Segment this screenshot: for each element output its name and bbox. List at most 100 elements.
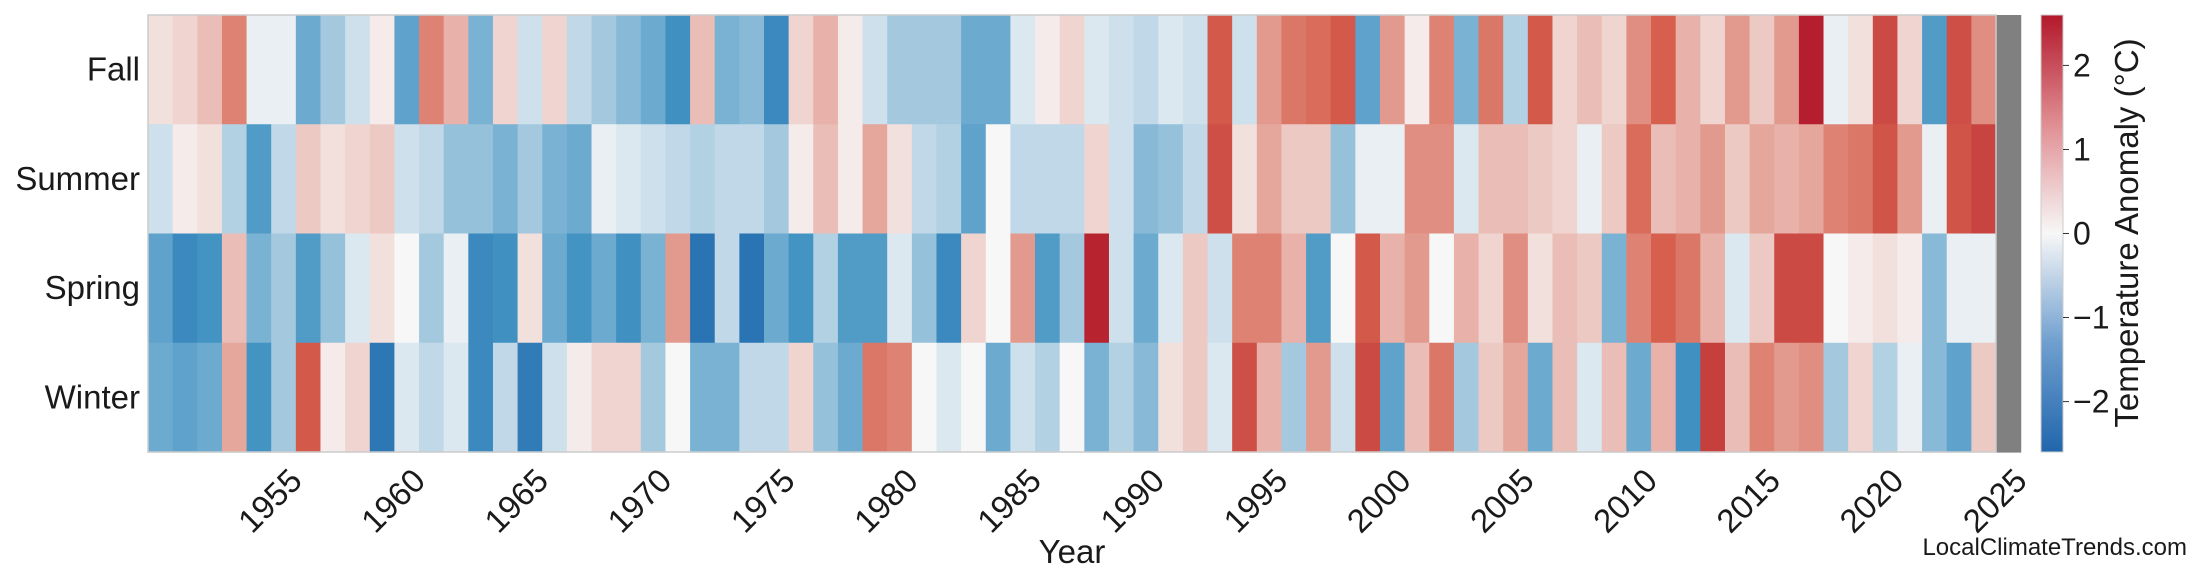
heat-cell-fall-2022: [1897, 15, 1923, 125]
heat-cell-fall-2006: [1503, 15, 1529, 125]
heat-cell-summer-1962: [419, 124, 445, 235]
year-tick-2010: 2010: [1586, 461, 1664, 539]
heat-cell-winter-1952: [172, 342, 198, 453]
heat-cell-spring-1986: [1010, 233, 1036, 344]
heat-cell-winter-2005: [1478, 342, 1504, 453]
heat-cell-winter-2009: [1577, 342, 1603, 453]
heat-cell-winter-2022: [1897, 342, 1923, 453]
heat-cell-spring-1977: [788, 233, 814, 344]
heat-cell-spring-1980: [862, 233, 888, 344]
heat-cell-spring-1962: [419, 233, 445, 344]
heat-cell-spring-1978: [813, 233, 839, 344]
heat-cell-fall-1972: [665, 15, 691, 125]
heat-cell-spring-2017: [1774, 233, 1800, 344]
heat-cell-winter-1954: [221, 342, 248, 453]
heat-cell-summer-1985: [985, 124, 1011, 235]
year-tick-1995: 1995: [1216, 461, 1294, 539]
heat-cell-summer-1959: [345, 124, 371, 235]
heat-cell-summer-2018: [1798, 124, 1825, 235]
heat-cell-spring-1981: [887, 233, 913, 344]
heat-cell-fall-2012: [1651, 15, 1677, 125]
heat-cell-summer-2017: [1774, 124, 1800, 235]
heat-cell-fall-1977: [788, 15, 814, 125]
heat-cell-summer-2003: [1429, 124, 1455, 235]
heat-cell-winter-1964: [468, 342, 494, 453]
heat-cell-fall-1999: [1330, 15, 1356, 125]
heat-cell-summer-2001: [1380, 124, 1406, 235]
heat-cell-winter-1996: [1256, 342, 1283, 453]
heat-cell-spring-1973: [690, 233, 716, 344]
heat-cell-fall-2010: [1601, 15, 1627, 125]
heat-cell-winter-1968: [566, 342, 593, 453]
heat-cell-spring-2010: [1601, 233, 1627, 344]
heat-cell-winter-2006: [1503, 342, 1529, 453]
heat-cell-summer-2000: [1355, 124, 1381, 235]
heat-cell-winter-1995: [1232, 342, 1258, 453]
heat-cell-spring-1966: [517, 233, 543, 344]
heat-cell-winter-1981: [887, 342, 913, 453]
heat-cell-winter-2007: [1527, 342, 1554, 453]
heat-cell-fall-1984: [961, 15, 987, 125]
heat-cell-summer-1988: [1059, 124, 1085, 235]
heat-cell-summer-1972: [665, 124, 691, 235]
heat-cell-winter-1989: [1084, 342, 1110, 453]
heat-cell-summer-1951: [148, 124, 174, 235]
heat-cell-winter-2000: [1355, 342, 1381, 453]
heat-cell-fall-1971: [640, 15, 667, 125]
heat-cell-winter-2025: [1971, 342, 1997, 453]
heat-cell-summer-1993: [1182, 124, 1209, 235]
heat-cell-fall-1978: [813, 15, 839, 125]
heat-cell-fall-2025: [1971, 15, 1997, 125]
heat-cell-spring-2021: [1872, 233, 1899, 344]
heat-cell-summer-1983: [936, 124, 962, 235]
heat-cell-summer-1977: [788, 124, 814, 235]
season-label-fall: Fall: [87, 51, 140, 88]
heat-cell-spring-1998: [1306, 233, 1332, 344]
heat-cell-spring-1983: [936, 233, 962, 344]
heat-cell-spring-2013: [1675, 233, 1701, 344]
heat-cell-spring-1987: [1035, 233, 1061, 344]
heat-cell-spring-1989: [1084, 233, 1110, 344]
heat-cell-summer-2011: [1626, 124, 1652, 235]
heatmap-cells: [148, 15, 2022, 453]
heat-cell-fall-2000: [1355, 15, 1381, 125]
heat-cell-fall-1996: [1256, 15, 1283, 125]
heat-cell-spring-1953: [197, 233, 223, 344]
heat-cell-winter-1966: [517, 342, 543, 453]
heat-cell-winter-1983: [936, 342, 962, 453]
heat-cell-summer-1978: [813, 124, 839, 235]
year-tick-1980: 1980: [847, 461, 925, 539]
heat-cell-fall-2020: [1848, 15, 1874, 125]
heat-cell-summer-2015: [1724, 124, 1751, 235]
heat-cell-fall-2021: [1872, 15, 1899, 125]
heat-cell-fall-2011: [1626, 15, 1652, 125]
heat-cell-spring-1992: [1158, 233, 1184, 344]
heat-cell-fall-1993: [1182, 15, 1209, 125]
heat-cell-spring-1958: [320, 233, 346, 344]
heat-cell-fall-2017: [1774, 15, 1800, 125]
heat-cell-fall-1951: [148, 15, 174, 125]
heat-cell-fall-1970: [616, 15, 642, 125]
heat-cell-summer-2024: [1946, 124, 1972, 235]
heat-cell-summer-1999: [1330, 124, 1356, 235]
heat-cell-spring-2005: [1478, 233, 1504, 344]
colorbar-tick-label: 2: [2073, 47, 2091, 83]
heat-cell-spring-1954: [221, 233, 248, 344]
heat-cell-summer-2016: [1749, 124, 1775, 235]
heat-cell-spring-1991: [1133, 233, 1159, 344]
heat-cell-spring-2014: [1700, 233, 1726, 344]
heat-cell-spring-2012: [1651, 233, 1677, 344]
heat-cell-fall-1998: [1306, 15, 1332, 125]
heat-cell-summer-2002: [1404, 124, 1430, 235]
heat-cell-spring-1961: [394, 233, 420, 344]
x-axis-label: Year: [1039, 533, 1106, 570]
heat-cell-summer-1984: [961, 124, 987, 235]
heat-cell-winter-1978: [813, 342, 839, 453]
heat-cell-fall-2004: [1453, 15, 1480, 125]
heat-cell-winter-1953: [197, 342, 223, 453]
heat-cell-spring-1952: [172, 233, 198, 344]
heat-cell-winter-2020: [1848, 342, 1874, 453]
heat-cell-spring-2000: [1355, 233, 1381, 344]
colorbar-axis: −2 −1 0 1 2: [2063, 47, 2109, 420]
heat-cell-winter-1951: [148, 342, 174, 453]
